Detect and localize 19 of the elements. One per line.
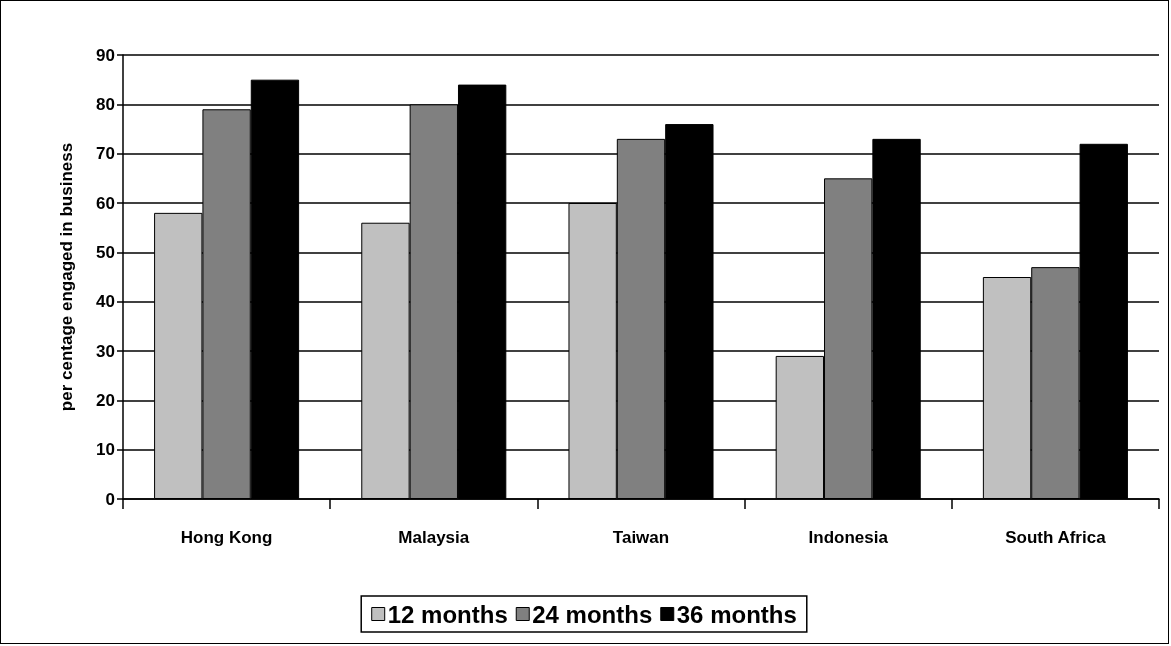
x-tick-label: Indonesia <box>808 528 889 547</box>
y-tick-label: 0 <box>105 489 115 509</box>
y-tick-label: 70 <box>96 144 115 164</box>
y-tick-label: 40 <box>96 292 115 312</box>
y-tick-label: 60 <box>96 193 115 213</box>
legend-label: 24 months <box>532 600 653 628</box>
y-tick-label: 20 <box>96 390 115 410</box>
legend-label: 36 months <box>676 600 797 628</box>
x-tick-label: South Africa <box>1005 528 1107 547</box>
y-axis-title: per centage engaged in business <box>57 142 76 412</box>
x-tick-label: Hong Kong <box>180 528 273 547</box>
legend-label: 12 months <box>387 600 508 628</box>
y-tick-label: 80 <box>96 94 115 114</box>
y-tick-label: 30 <box>96 341 115 361</box>
x-tick-label: Malaysia <box>398 528 470 547</box>
y-tick-label: 10 <box>96 440 115 460</box>
y-tick-label: 90 <box>96 45 115 65</box>
y-tick-label: 50 <box>96 242 115 262</box>
x-tick-label: Taiwan <box>612 528 670 547</box>
